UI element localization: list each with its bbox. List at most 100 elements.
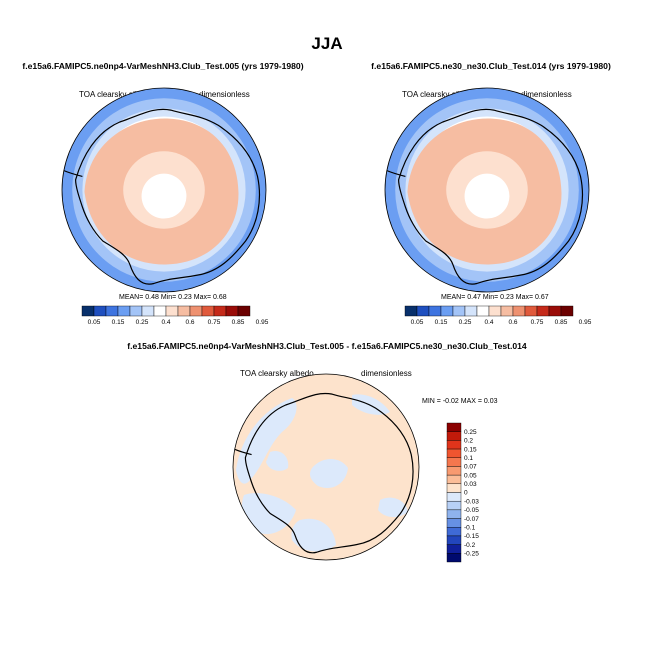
map-border	[232, 373, 420, 561]
stat-max-label: Max=	[515, 294, 534, 301]
stat-max-value: 0.68	[213, 294, 227, 301]
panel-1-stats: MEAN= 0.48 Min= 0.23 Max= 0.68	[119, 294, 227, 301]
panel-1-title: f.e15a6.FAMIPC5.ne0np4-VarMeshNH3.Club_T…	[22, 61, 304, 71]
stat-min-label: MIN =	[422, 398, 441, 405]
colorbar-tick-label: -0.05	[464, 507, 479, 514]
colorbar-swatch	[201, 305, 215, 317]
colorbar-swatch	[446, 422, 462, 432]
stat-max-label: MAX =	[460, 398, 482, 405]
colorbar-tick-label: 0.75	[208, 319, 221, 326]
colorbar-swatch	[428, 305, 442, 317]
colorbar-swatch	[476, 305, 490, 317]
colorbar-tick-label: 0.85	[555, 319, 568, 326]
panel-1-colorbar: 0.05 0.15 0.25 0.4 0.6 0.75 0.85 0.95	[81, 305, 269, 326]
panel-3-stats: MIN = -0.02 MAX = 0.03	[422, 398, 498, 405]
stat-mean-value: 0.47	[467, 294, 481, 301]
colorbar-swatch	[512, 305, 526, 317]
stat-mean-value: 0.48	[145, 294, 159, 301]
colorbar-swatch	[129, 305, 143, 317]
panel-3-map	[232, 373, 420, 561]
colorbar-swatch	[446, 544, 462, 554]
colorbar-swatch	[446, 457, 462, 467]
diff-negative-patch	[291, 518, 336, 552]
colorbar-tick-label: 0.25	[459, 319, 472, 326]
colorbar-swatch	[237, 305, 251, 317]
colorbar-swatch	[81, 305, 95, 317]
colorbar-swatch	[446, 535, 462, 545]
stat-mean-label: MEAN=	[119, 294, 144, 301]
albedo-band-pole	[141, 173, 187, 219]
colorbar-swatch	[440, 305, 454, 317]
map-border	[384, 87, 590, 293]
panel-2-units-label: dimensionless	[521, 90, 572, 99]
colorbar-swatch	[141, 305, 155, 317]
colorbar-swatch	[548, 305, 562, 317]
stat-min-label: Min=	[482, 294, 499, 301]
diff-negative-patch	[378, 497, 408, 518]
diff-negative-patch	[236, 398, 297, 484]
colorbar-tick-label: 0.85	[232, 319, 245, 326]
panel-3-variable-label: TOA clearsky albedo	[240, 369, 314, 378]
colorbar-tick-label: 0.2	[464, 438, 473, 445]
colorbar-tick-label: 0.15	[464, 446, 477, 453]
colorbar-swatch	[446, 466, 462, 476]
colorbar-tick-label: 0.75	[531, 319, 544, 326]
colorbar-tick-label: 0.03	[464, 481, 477, 488]
colorbar-tick-label: -0.07	[464, 516, 479, 523]
colorbar-tick-label: 0.15	[112, 319, 125, 326]
colorbar-tick-label: 0.6	[185, 319, 194, 326]
panel-3-units-label: dimensionless	[361, 369, 412, 378]
diff-negative-patch	[352, 394, 390, 415]
colorbar-swatch	[177, 305, 191, 317]
colorbar-swatch	[452, 305, 466, 317]
panel-2-map	[384, 87, 590, 293]
colorbar-tick-label: 0.4	[161, 319, 170, 326]
stat-min-value: 0.23	[500, 294, 514, 301]
panel-1-variable-label: TOA clearsky albedo	[79, 90, 153, 99]
colorbar-swatch	[213, 305, 227, 317]
colorbar-tick-label: -0.1	[464, 524, 476, 531]
diff-negative-patch	[242, 493, 296, 535]
colorbar-swatch	[446, 474, 462, 485]
stat-min-value: -0.02	[442, 398, 459, 405]
colorbar-swatch	[117, 305, 131, 317]
colorbar-tick-label: 0.95	[256, 319, 269, 326]
colorbar-swatch	[446, 518, 462, 528]
albedo-band-pole	[464, 173, 510, 219]
colorbar-tick-label: 0.05	[88, 319, 101, 326]
colorbar-tick-label: 0.05	[464, 472, 477, 479]
colorbar-swatch	[446, 500, 462, 511]
diff-negative-patch	[266, 450, 289, 471]
colorbar-swatch	[93, 305, 107, 317]
colorbar-swatch	[404, 305, 418, 317]
colorbar-swatch	[446, 440, 462, 450]
colorbar-tick-label: 0.15	[435, 319, 448, 326]
colorbar-swatch	[446, 509, 462, 519]
stat-max-value: 0.03	[483, 398, 498, 405]
colorbar-tick-label: -0.2	[464, 542, 476, 549]
colorbar-swatch	[416, 305, 430, 317]
colorbar-swatch	[464, 305, 478, 317]
colorbar-tick-label: 0	[464, 490, 468, 497]
colorbar-tick-label: -0.25	[464, 551, 479, 558]
colorbar-swatch	[446, 431, 462, 441]
panel-3-colorbar: 0.25 0.20.15 0.1 0.070.05 0.03 0-0.03 -0.05 -0.…	[446, 422, 479, 563]
panel-2-stats: MEAN= 0.47 Min= 0.23 Max= 0.67	[441, 294, 549, 301]
colorbar-swatch	[446, 527, 462, 537]
diff-negative-patch	[310, 459, 348, 488]
map-border	[61, 87, 267, 293]
panel-2-title: f.e15a6.FAMIPC5.ne30_ne30.Club_Test.014 …	[371, 61, 611, 71]
stat-max-label: Max=	[193, 294, 212, 301]
colorbar-tick-label: 0.25	[464, 429, 477, 436]
colorbar-tick-label: 0.25	[136, 319, 149, 326]
colorbar-tick-label: -0.15	[464, 533, 479, 540]
colorbar-swatch	[500, 305, 514, 317]
colorbar-tick-label: 0.07	[464, 464, 477, 471]
panel-2-variable-label: TOA clearsky albedo	[402, 90, 476, 99]
colorbar-swatch	[225, 305, 239, 317]
colorbar-swatch	[446, 553, 462, 563]
panel-1-units-label: dimensionless	[199, 90, 250, 99]
panel-2-colorbar: 0.05 0.15 0.25 0.4 0.6 0.75 0.85 0.95	[404, 305, 592, 326]
colorbar-swatch	[560, 305, 574, 317]
